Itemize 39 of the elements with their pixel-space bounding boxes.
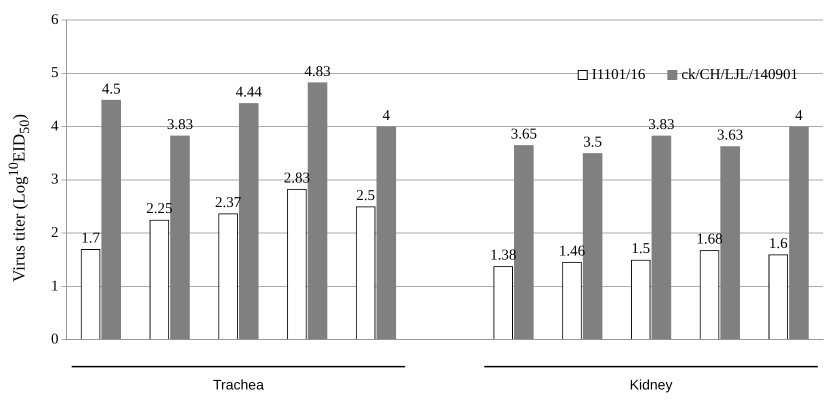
y-tick-label: 1 <box>51 278 58 294</box>
data-label: 4.83 <box>304 64 331 80</box>
data-label: 3.63 <box>717 128 744 144</box>
data-label: 4.5 <box>102 81 121 98</box>
bar <box>720 146 740 340</box>
data-label: 3.83 <box>166 117 194 134</box>
y-tick-label: 5 <box>51 65 58 82</box>
data-label: 4.44 <box>236 84 262 101</box>
data-label: 3.5 <box>583 134 602 151</box>
y-tick-label: 2 <box>51 225 58 242</box>
y-tick-label: 6 <box>51 12 59 28</box>
data-label: 2.37 <box>214 194 242 211</box>
data-label: 1.68 <box>696 232 723 248</box>
text: Trachea <box>213 376 264 392</box>
bar <box>789 126 809 340</box>
y-tick-label: 3 <box>51 172 58 188</box>
y-tick-label: 0 <box>51 332 58 348</box>
bar <box>308 82 328 340</box>
bar <box>170 136 190 340</box>
data-label: 3.65 <box>510 126 537 143</box>
data-label: 4 <box>795 108 804 124</box>
data-label: 2.5 <box>356 188 376 204</box>
data-label: 1.5 <box>631 241 650 258</box>
data-label: 3.83 <box>648 117 675 134</box>
bar <box>652 136 672 340</box>
data-label: 2.83 <box>284 170 310 186</box>
legend-label: I1101/16 <box>592 66 646 83</box>
bar <box>376 126 396 340</box>
data-label: 1.6 <box>768 236 788 252</box>
data-label: 2.25 <box>146 201 172 218</box>
bar <box>101 100 122 340</box>
y-tick-label: 4 <box>51 118 59 134</box>
data-label: 1.38 <box>490 248 516 264</box>
legend-label: ck/CH/LJL/140901 <box>681 66 798 83</box>
data-label: 4 <box>382 108 391 124</box>
bar <box>514 145 534 340</box>
data-label: 1.46 <box>558 243 586 260</box>
text: Kidney <box>630 376 672 392</box>
data-label: 1.7 <box>81 230 100 246</box>
